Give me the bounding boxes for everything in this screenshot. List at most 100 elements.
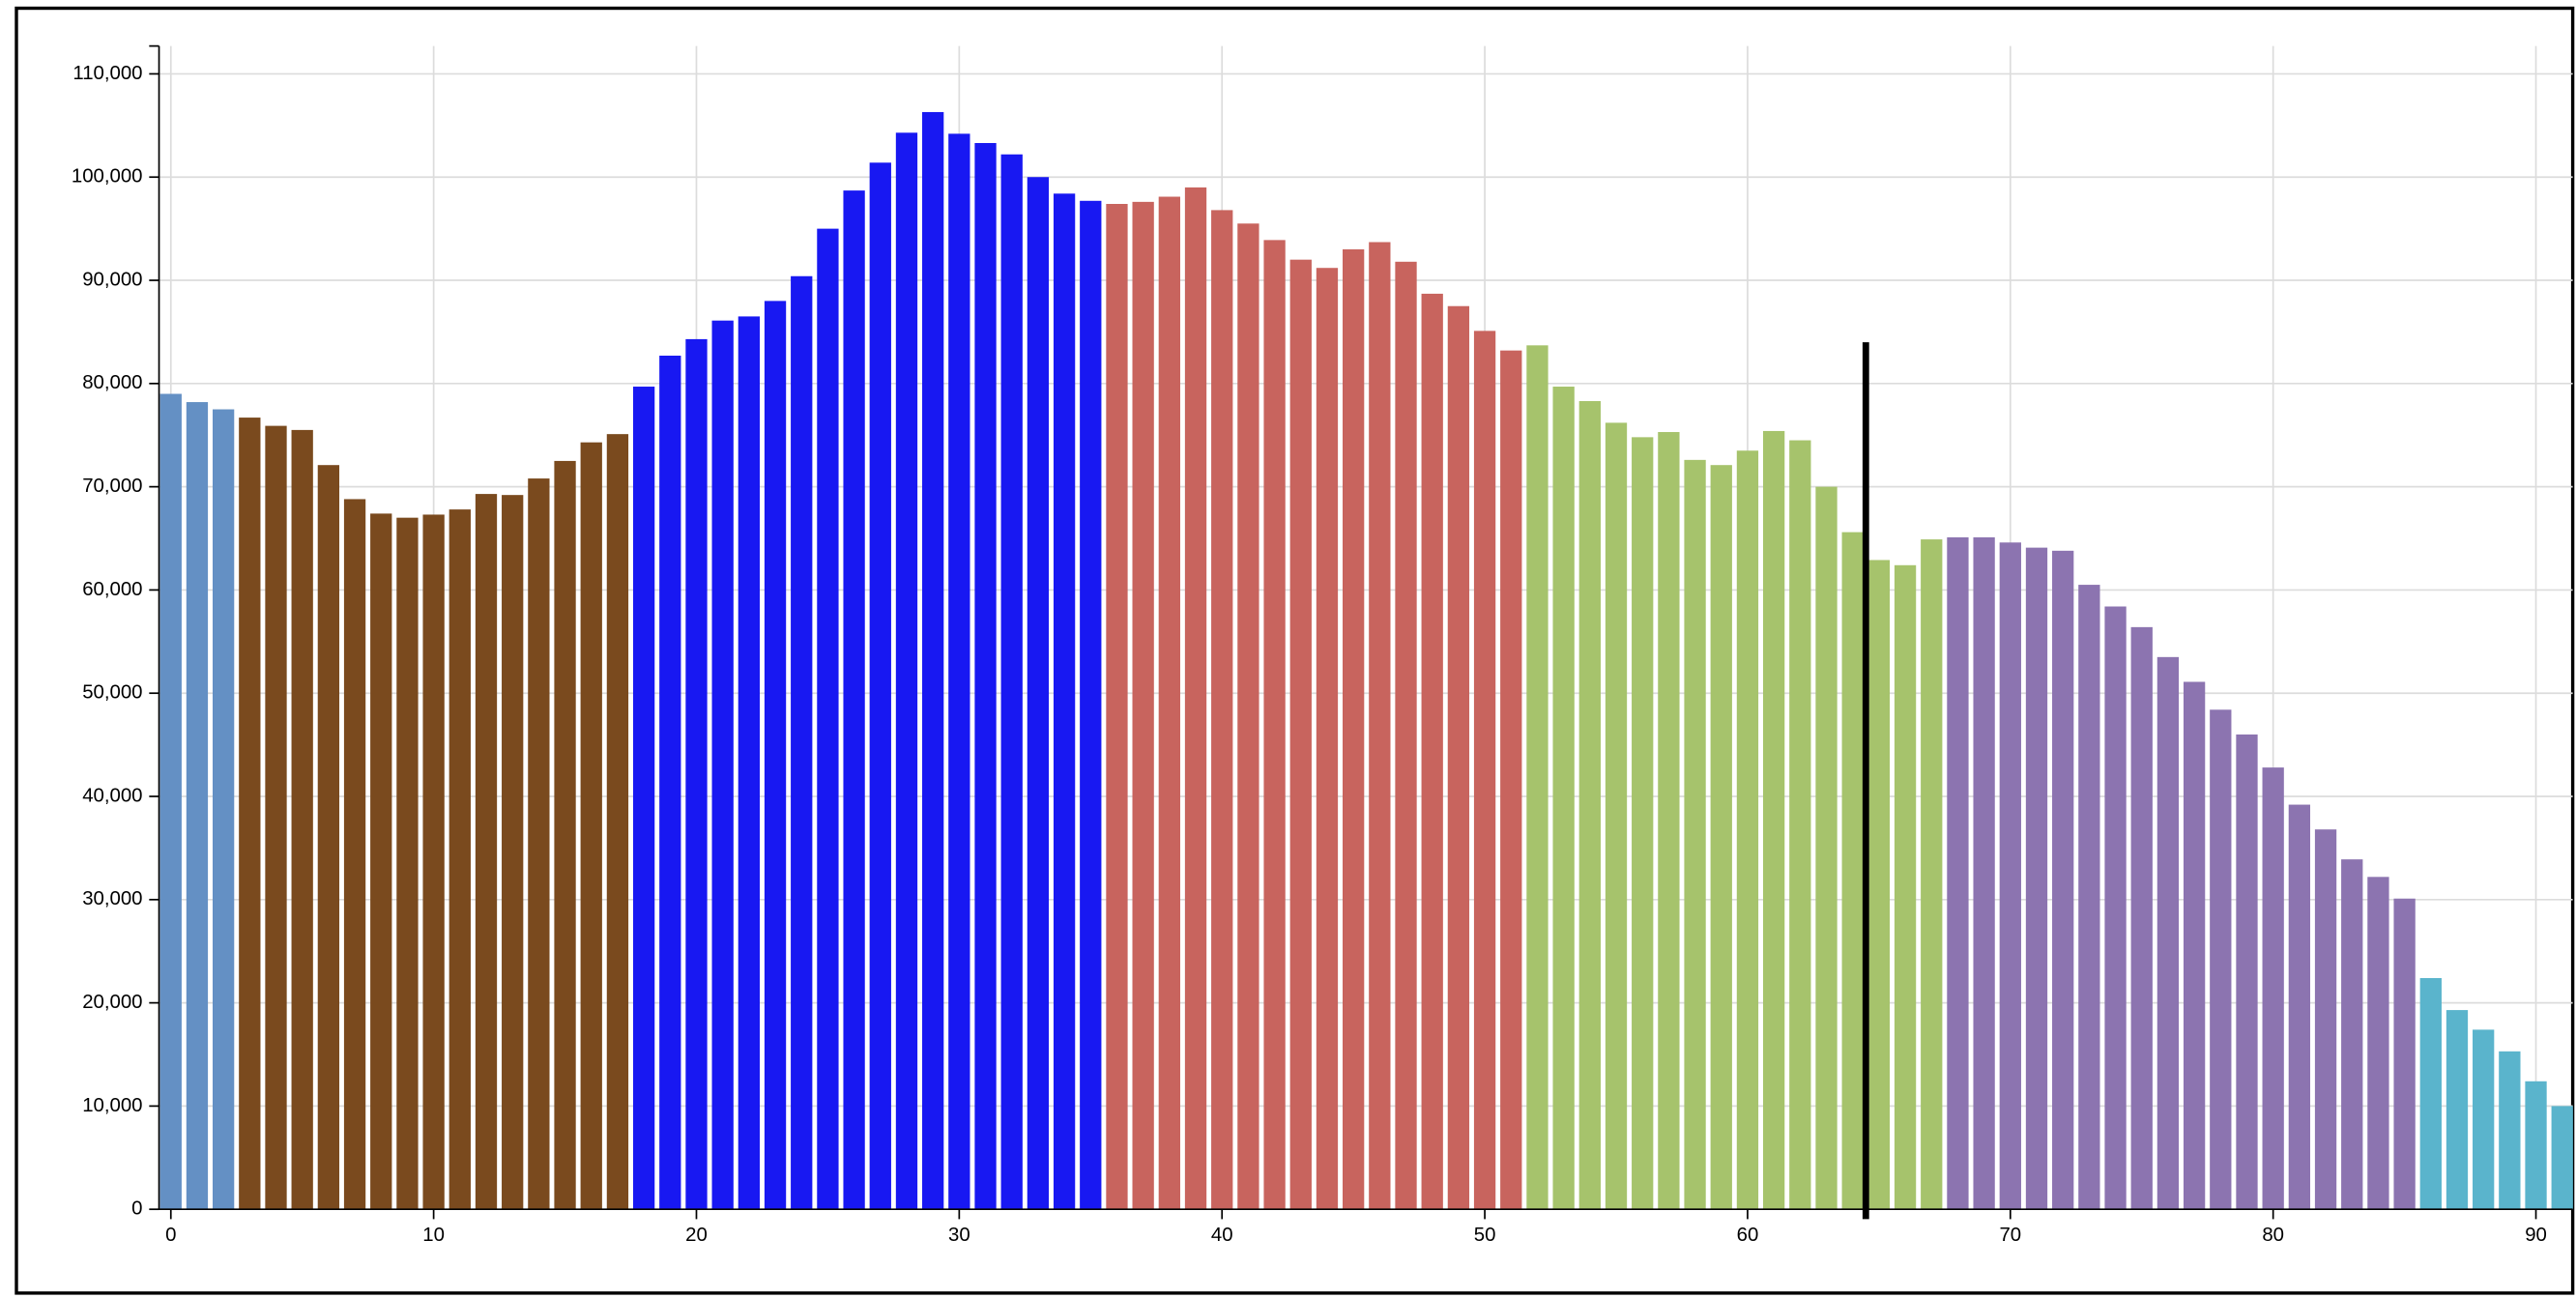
frame bbox=[14, 6, 2575, 1295]
bar bbox=[1736, 450, 1759, 1210]
bar bbox=[2130, 626, 2153, 1210]
bar bbox=[1867, 560, 1891, 1210]
x-tick-label: 60 bbox=[1737, 1225, 1759, 1246]
bar bbox=[817, 228, 839, 1210]
bar bbox=[2393, 898, 2416, 1210]
bar bbox=[1578, 400, 1601, 1210]
bar bbox=[1369, 242, 1391, 1210]
y-tick-label: 80,000 bbox=[82, 372, 142, 393]
bar bbox=[2262, 767, 2284, 1210]
bar bbox=[1343, 248, 1365, 1210]
bar bbox=[1263, 240, 1286, 1210]
y-tick-label: 60,000 bbox=[82, 579, 142, 600]
bar bbox=[685, 338, 708, 1210]
bar bbox=[1395, 261, 1417, 1210]
y-tick-label: 90,000 bbox=[82, 269, 142, 290]
bar bbox=[422, 514, 445, 1210]
bar bbox=[2367, 877, 2389, 1210]
bar bbox=[317, 465, 340, 1210]
y-tick-label: 30,000 bbox=[82, 888, 142, 909]
bar bbox=[528, 478, 550, 1210]
bar bbox=[2183, 681, 2206, 1210]
bar bbox=[1000, 154, 1023, 1210]
x-tick-label: 0 bbox=[165, 1225, 176, 1246]
bar bbox=[265, 425, 287, 1210]
bar bbox=[1237, 223, 1259, 1210]
y-tick-label: 70,000 bbox=[82, 476, 142, 497]
bar bbox=[2446, 1010, 2469, 1210]
bar bbox=[159, 393, 182, 1210]
bar bbox=[212, 409, 235, 1210]
bar bbox=[1473, 331, 1496, 1210]
y-tick-label: 0 bbox=[131, 1198, 142, 1220]
bar bbox=[2525, 1081, 2547, 1210]
bar bbox=[1632, 437, 1654, 1210]
x-tick-label: 40 bbox=[1211, 1225, 1233, 1246]
bar bbox=[1684, 459, 1706, 1210]
y-tick-label: 10,000 bbox=[82, 1095, 142, 1116]
bar bbox=[2236, 734, 2258, 1210]
bar bbox=[1132, 201, 1154, 1210]
x-tick-label: 50 bbox=[1474, 1225, 1496, 1246]
bar bbox=[1500, 350, 1522, 1210]
bar bbox=[2104, 606, 2127, 1210]
bar bbox=[1894, 564, 1917, 1210]
bar bbox=[2341, 859, 2363, 1210]
bar bbox=[1710, 465, 1732, 1210]
bar bbox=[2419, 977, 2442, 1210]
bar bbox=[1841, 532, 1864, 1210]
bar bbox=[2025, 547, 2048, 1210]
bar bbox=[1973, 536, 1995, 1210]
bar bbox=[1158, 196, 1180, 1210]
x-tick-label: 10 bbox=[422, 1225, 445, 1246]
bar bbox=[370, 513, 392, 1210]
bar bbox=[2052, 550, 2074, 1210]
bar bbox=[1184, 187, 1207, 1210]
bar bbox=[291, 429, 313, 1210]
bar bbox=[1762, 430, 1785, 1210]
bar bbox=[396, 517, 419, 1210]
x-tick-label: 80 bbox=[2262, 1225, 2284, 1246]
y-tick-label: 50,000 bbox=[82, 682, 142, 704]
bar bbox=[632, 387, 655, 1210]
bar bbox=[1421, 293, 1443, 1210]
bar bbox=[1789, 440, 1811, 1210]
bar bbox=[895, 132, 918, 1210]
bar bbox=[1316, 268, 1339, 1210]
bar bbox=[580, 442, 602, 1210]
bar bbox=[343, 499, 366, 1210]
bar bbox=[1106, 203, 1128, 1210]
y-tick-label: 20,000 bbox=[82, 992, 142, 1013]
bar bbox=[1815, 486, 1838, 1210]
bar bbox=[2078, 585, 2100, 1210]
y-tick-label: 110,000 bbox=[72, 63, 142, 84]
bar bbox=[1526, 345, 1548, 1210]
bar bbox=[186, 402, 209, 1210]
bar bbox=[1605, 422, 1628, 1210]
bar bbox=[948, 133, 970, 1210]
bar bbox=[239, 418, 261, 1210]
bar bbox=[1289, 259, 1312, 1210]
x-tick-label: 30 bbox=[948, 1225, 970, 1246]
bar bbox=[2210, 709, 2232, 1210]
bar bbox=[738, 316, 761, 1210]
bar bbox=[1658, 432, 1680, 1210]
bar bbox=[2156, 656, 2180, 1210]
bar bbox=[1552, 387, 1575, 1210]
x-tick-label: 90 bbox=[2525, 1225, 2547, 1246]
y-tick-label: 100,000 bbox=[72, 166, 143, 187]
bar bbox=[1211, 210, 1233, 1210]
bar bbox=[764, 301, 787, 1210]
bar bbox=[2551, 1106, 2573, 1210]
bar bbox=[659, 355, 681, 1210]
bar bbox=[1027, 177, 1050, 1210]
bar bbox=[974, 142, 997, 1210]
bar bbox=[711, 320, 734, 1210]
bar bbox=[1447, 305, 1470, 1210]
bar bbox=[449, 509, 471, 1210]
bar bbox=[606, 434, 629, 1210]
x-tick-label: 70 bbox=[1999, 1225, 2021, 1246]
bar bbox=[2499, 1051, 2521, 1210]
